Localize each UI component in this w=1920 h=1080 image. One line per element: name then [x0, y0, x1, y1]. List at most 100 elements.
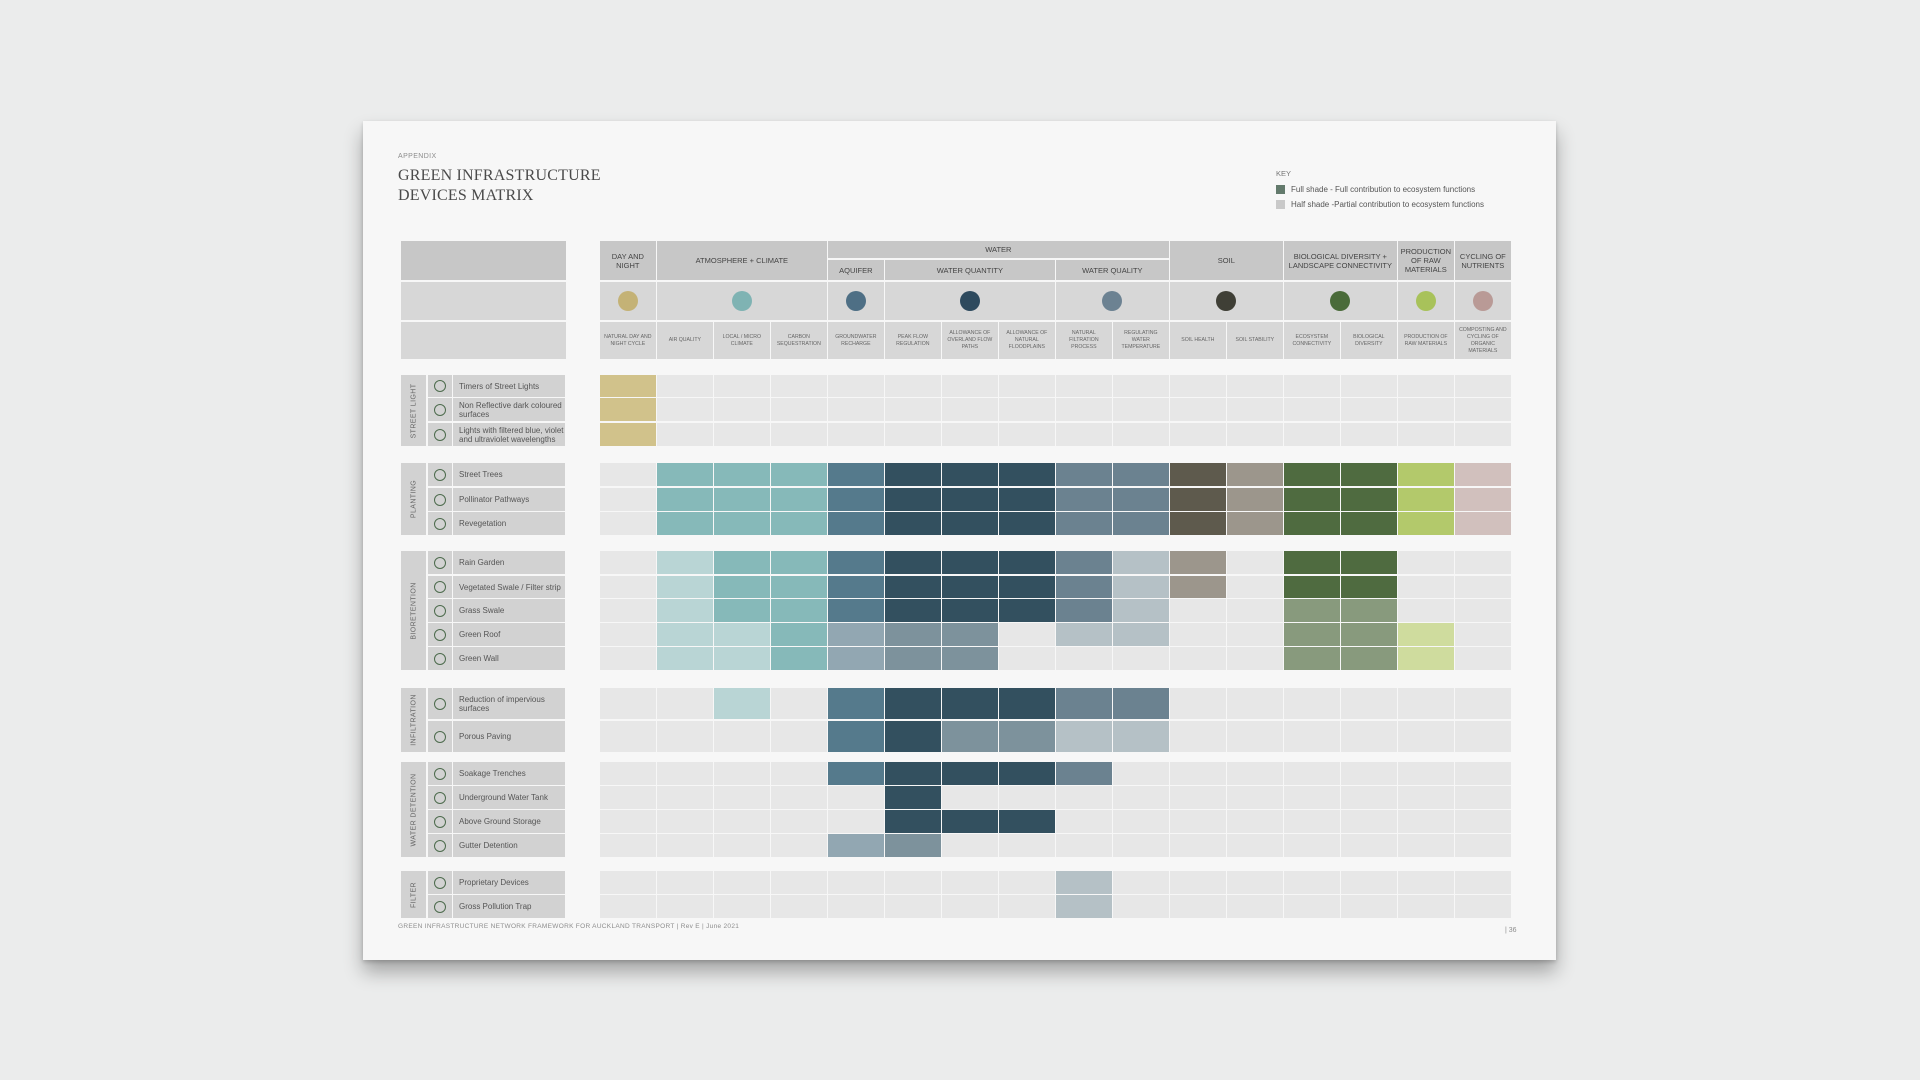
matrix-cell: [714, 647, 770, 670]
matrix-cell: [600, 599, 656, 622]
drop-icon: [1102, 291, 1123, 311]
row-label: Gross Pollution Trap: [453, 895, 565, 918]
matrix-cell: [999, 398, 1055, 421]
row-label: Porous Paving: [453, 721, 565, 752]
water-subgroup-1-icon-cell: [885, 282, 1055, 320]
matrix-cell: [657, 810, 713, 833]
row-label: Proprietary Devices: [453, 871, 565, 894]
matrix-cell: [885, 762, 941, 785]
matrix-cell: [714, 721, 770, 752]
matrix-cell: [1284, 576, 1340, 598]
matrix-cell: [1284, 647, 1340, 670]
matrix-cell: [1455, 871, 1511, 894]
matrix-cell: [1170, 647, 1226, 670]
matrix-cell: [657, 512, 713, 535]
matrix-cell: [1056, 762, 1112, 785]
water-subgroup-2-icon-cell: [1056, 282, 1169, 320]
matrix-cell: [1284, 551, 1340, 574]
matrix-cell: [999, 576, 1055, 598]
matrix-cell: [1398, 647, 1454, 670]
matrix-cell: [999, 834, 1055, 857]
row-icon-cell: [428, 623, 452, 646]
matrix-cell: [600, 512, 656, 535]
matrix-cell: [942, 398, 998, 421]
matrix-cell: [771, 810, 827, 833]
column-group-0-icon-cell: [600, 282, 656, 320]
matrix-cell: [999, 721, 1055, 752]
matrix-cell: [942, 463, 998, 486]
matrix-cell: [1398, 721, 1454, 752]
row-label: Underground Water Tank: [453, 786, 565, 809]
matrix-cell: [942, 623, 998, 646]
matrix-cell: [1170, 576, 1226, 598]
device-icon: [434, 380, 446, 392]
key-title: KEY: [1276, 169, 1292, 178]
matrix-cell: [999, 423, 1055, 446]
matrix-cell: [942, 512, 998, 535]
column-header-4: GROUNDWATER RECHARGE: [828, 322, 884, 359]
column-header-8: NATURAL FILTRATION PROCESS: [1056, 322, 1112, 359]
matrix-cell: [828, 810, 884, 833]
matrix-cell: [600, 871, 656, 894]
row-label: Rain Garden: [453, 551, 565, 574]
matrix-cell: [1113, 398, 1169, 421]
matrix-cell: [1398, 688, 1454, 719]
matrix-cell: [600, 721, 656, 752]
row-icon-cell: [428, 647, 452, 670]
device-icon: [434, 628, 446, 641]
matrix-cell: [999, 871, 1055, 894]
matrix-cell: [999, 623, 1055, 646]
column-subgroup-1: WATER QUANTITY: [885, 260, 1055, 280]
column-header-11: SOIL STABILITY: [1227, 322, 1283, 359]
device-icon: [434, 697, 446, 710]
row-icon-cell: [428, 576, 452, 598]
matrix-cell: [999, 895, 1055, 918]
matrix-cell: [1170, 463, 1226, 486]
matrix-cell: [657, 871, 713, 894]
matrix-cell: [1284, 810, 1340, 833]
matrix-cell: [1398, 810, 1454, 833]
matrix-cell: [999, 688, 1055, 719]
matrix-cell: [1398, 599, 1454, 622]
column-header-14: PRODUCTION OF RAW MATERIALS: [1398, 322, 1454, 359]
matrix-cell: [1455, 762, 1511, 785]
matrix-cell: [828, 398, 884, 421]
matrix-cell: [1227, 375, 1283, 397]
device-icon: [434, 517, 446, 530]
matrix-cell: [714, 423, 770, 446]
matrix-cell: [999, 786, 1055, 809]
matrix-cell: [1227, 576, 1283, 598]
matrix-cell: [1113, 786, 1169, 809]
matrix-cell: [999, 551, 1055, 574]
device-icon: [434, 900, 446, 913]
column-group-3-icon-cell: [1170, 282, 1283, 320]
matrix-cell: [885, 647, 941, 670]
matrix-cell: [1056, 623, 1112, 646]
matrix-cell: [1455, 423, 1511, 446]
matrix-cell: [1398, 762, 1454, 785]
matrix-cell: [1056, 834, 1112, 857]
matrix-cell: [1113, 834, 1169, 857]
matrix-cell: [885, 786, 941, 809]
matrix-cell: [828, 623, 884, 646]
key-row-full: Full shade - Full contribution to ecosys…: [1276, 182, 1484, 197]
matrix-cell: [828, 423, 884, 446]
matrix-cell: [600, 688, 656, 719]
device-icon: [434, 556, 446, 569]
device-icon: [434, 493, 446, 506]
matrix-cell: [1455, 488, 1511, 511]
matrix-cell: [828, 895, 884, 918]
matrix-cell: [1056, 786, 1112, 809]
column-subgroup-2: WATER QUALITY: [1056, 260, 1169, 280]
group-label-1: PLANTING: [401, 463, 426, 535]
matrix-cell: [999, 599, 1055, 622]
matrix-cell: [942, 688, 998, 719]
matrix-cell: [828, 375, 884, 397]
matrix-cell: [1455, 810, 1511, 833]
matrix-cell: [714, 623, 770, 646]
matrix-cell: [1227, 599, 1283, 622]
row-icon-cell: [428, 721, 452, 752]
matrix-cell: [1113, 688, 1169, 719]
matrix-cell: [1056, 576, 1112, 598]
matrix-cell: [1398, 463, 1454, 486]
